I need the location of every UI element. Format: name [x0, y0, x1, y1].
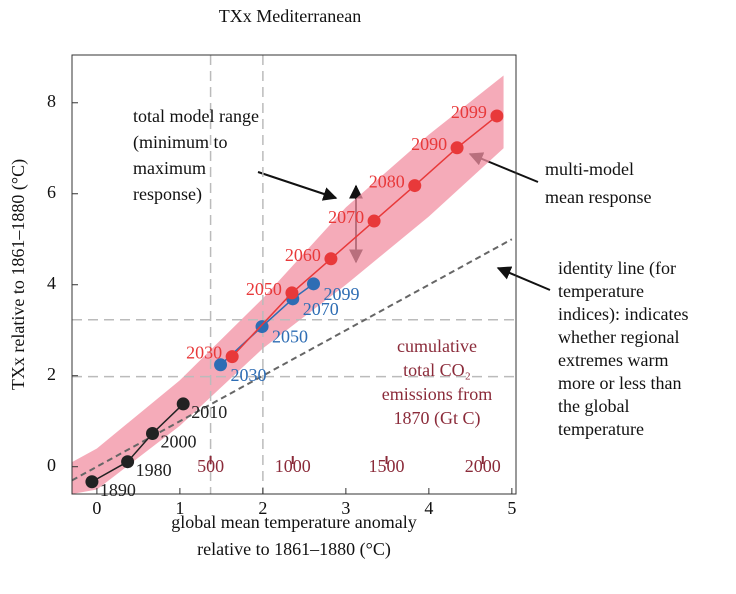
- y-tick-label: 0: [47, 455, 56, 475]
- annotation: the global: [558, 396, 629, 416]
- arrow: [496, 266, 551, 291]
- annotation: total CO₂: [403, 360, 471, 380]
- y-tick-label: 2: [47, 364, 56, 384]
- annotation: whether regional: [558, 327, 679, 347]
- annotation: temperature: [558, 281, 644, 301]
- point: [285, 286, 299, 300]
- point-label: 2050: [272, 327, 308, 347]
- point: [324, 252, 338, 266]
- point-label: 2090: [411, 134, 447, 154]
- point: [176, 397, 190, 411]
- point: [214, 358, 228, 372]
- point-label: 2070: [328, 207, 364, 227]
- point-label: 1980: [136, 460, 172, 480]
- point: [85, 475, 99, 489]
- annotation: total model range: [133, 106, 259, 126]
- x-tick-label: 1: [175, 498, 184, 518]
- x-tick-label: 5: [507, 498, 516, 518]
- point: [146, 426, 160, 440]
- annotation: mean response: [545, 187, 651, 207]
- annotation: identity line (for: [558, 258, 676, 279]
- plot-frame: [71, 54, 517, 495]
- annotation: indices): indicates: [558, 304, 688, 325]
- co2-tick-label: 2000: [465, 456, 501, 476]
- point: [490, 109, 504, 123]
- point: [255, 320, 269, 334]
- annotation: temperature: [558, 419, 644, 439]
- annotation: extremes warm: [558, 350, 668, 370]
- point-label: 2070: [303, 299, 339, 319]
- point: [408, 179, 422, 193]
- co2-tick-label: 1500: [369, 456, 405, 476]
- x-tick-label: 0: [92, 498, 101, 518]
- x-axis-title: global mean temperature anomaly: [171, 512, 416, 532]
- x-tick-label: 3: [341, 498, 350, 518]
- annotation: more or less than: [558, 373, 681, 393]
- x-axis-title: relative to 1861–1880 (°C): [197, 539, 391, 560]
- x-tick-label: 2: [258, 498, 267, 518]
- annotation: multi-model: [545, 159, 634, 179]
- annotation: maximum: [133, 158, 206, 178]
- point: [307, 277, 321, 291]
- x-tick-label: 4: [424, 498, 433, 518]
- point-label: 2030: [186, 343, 222, 363]
- co2-tick-label: 1000: [275, 456, 311, 476]
- annotation: response): [133, 184, 202, 205]
- point-label: 2099: [451, 102, 487, 122]
- point: [121, 455, 135, 469]
- chart-title: TXx Mediterranean: [219, 6, 361, 26]
- point-label: 2099: [324, 284, 360, 304]
- identity-line: [72, 238, 513, 482]
- point: [450, 141, 464, 155]
- point: [225, 350, 239, 364]
- series-line: [91, 403, 184, 483]
- annotation: cumulative: [397, 336, 477, 356]
- y-tick-label: 4: [47, 273, 56, 293]
- point-label: 2080: [369, 172, 405, 192]
- point-label: 2060: [285, 245, 321, 265]
- y-tick-label: 8: [47, 91, 56, 111]
- co2-tick-label: 500: [197, 456, 224, 476]
- annotation: emissions from: [382, 384, 493, 404]
- annotation: 1870 (Gt C): [394, 408, 481, 429]
- y-axis-title: TXx relative to 1861–1880 (°C): [8, 159, 29, 390]
- point-label: 2030: [231, 365, 267, 385]
- point: [367, 214, 381, 228]
- point-label: 1890: [100, 480, 136, 500]
- arrow: [257, 171, 338, 201]
- point-label: 2050: [246, 279, 282, 299]
- point-label: 2010: [191, 402, 227, 422]
- series-line: [220, 283, 314, 366]
- annotation: (minimum to: [133, 132, 228, 153]
- point-label: 2000: [161, 432, 197, 452]
- model-range: [72, 75, 504, 494]
- y-tick-label: 6: [47, 182, 56, 202]
